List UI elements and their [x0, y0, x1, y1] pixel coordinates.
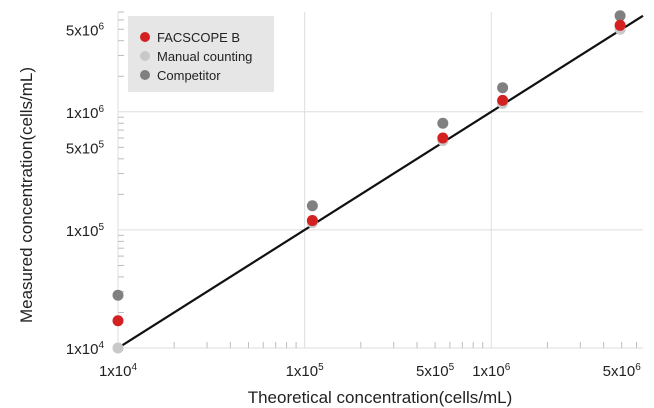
data-point-facscope-b: [306, 215, 318, 227]
legend-marker: [140, 51, 150, 61]
legend-marker: [140, 70, 150, 80]
y-tick-label: 5x106: [66, 21, 105, 39]
data-point-competitor: [306, 200, 318, 212]
legend-label: Competitor: [157, 68, 221, 83]
data-point-facscope-b: [112, 315, 124, 327]
x-axis-ticks: 1x104 1x105 5x105 1x106 5x106: [99, 362, 641, 380]
x-tick-label: 5x105: [416, 362, 455, 380]
data-point-facscope-b: [437, 132, 449, 144]
y-tick-label: 1x105: [66, 222, 105, 240]
y-tick-label: 1x106: [66, 104, 105, 122]
minor-tick-marks: [118, 11, 638, 348]
data-point-competitor: [437, 117, 449, 129]
legend-marker: [140, 32, 150, 42]
data-point-facscope-b: [614, 19, 626, 31]
data-point-competitor: [112, 289, 124, 301]
legend-background: [128, 16, 274, 92]
y-tick-label: 1x104: [66, 340, 105, 358]
legend-label: Manual counting: [157, 49, 252, 64]
x-tick-label: 1x106: [472, 362, 511, 380]
data-point-competitor: [614, 10, 626, 22]
gridlines: [117, 12, 643, 349]
legend-label: FACSCOPE B: [157, 30, 240, 45]
x-axis-title: Theoretical concentration(cells/mL): [248, 388, 513, 407]
y-axis-title: Measured concentration(cells/mL): [17, 67, 36, 323]
y-tick-label: 5x105: [66, 139, 105, 157]
data-point-facscope-b: [497, 94, 509, 106]
identity-line: [117, 14, 644, 349]
reference-line-layer: [117, 14, 644, 349]
data-point-manual-counting: [112, 342, 124, 354]
data-points: [112, 10, 626, 354]
y-axis-ticks: 1x104 1x105 5x105 1x106 5x106: [66, 21, 105, 358]
data-point-competitor: [497, 82, 509, 94]
x-tick-label: 5x106: [603, 362, 642, 380]
x-tick-label: 1x104: [99, 362, 138, 380]
x-tick-label: 1x105: [286, 362, 325, 380]
legend: FACSCOPE B Manual counting Competitor: [128, 16, 274, 92]
